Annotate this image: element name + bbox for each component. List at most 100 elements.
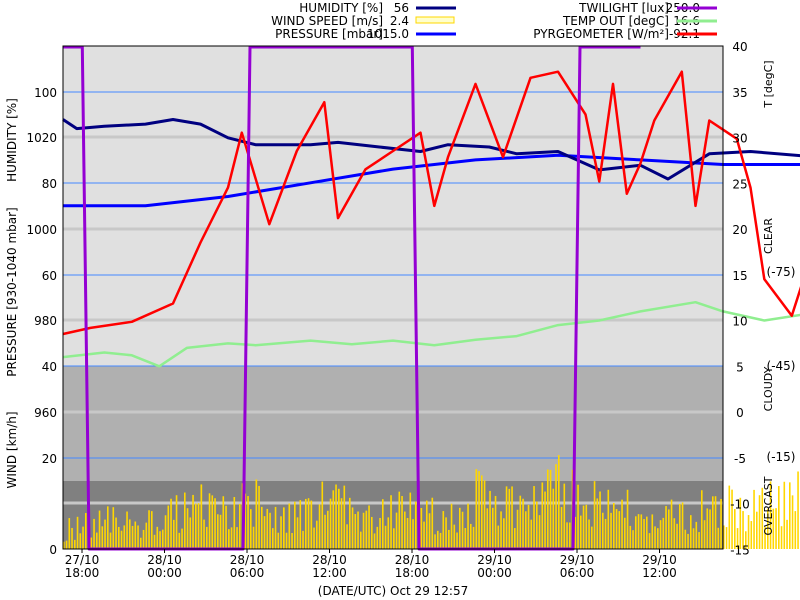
left-axis-label: WIND [km/h] xyxy=(5,411,19,488)
wind-bar xyxy=(703,520,706,549)
wind-bar xyxy=(423,521,425,549)
x-tick-time: 12:00 xyxy=(312,566,347,580)
wind-bar xyxy=(536,501,538,549)
wind-bar xyxy=(497,525,500,549)
wind-bars xyxy=(63,455,799,549)
wind-bar xyxy=(511,486,513,549)
wind-bar xyxy=(404,511,406,549)
wind-bar xyxy=(717,527,720,549)
wind-bar xyxy=(233,497,236,549)
wind-bar xyxy=(552,488,555,549)
wind-bar xyxy=(167,505,170,549)
grid xyxy=(63,45,723,505)
wind-bar xyxy=(549,469,552,549)
wind-bar xyxy=(728,485,731,549)
wind-bar xyxy=(621,499,623,549)
wind-bar xyxy=(456,532,458,549)
legend-name: HUMIDITY [%] xyxy=(299,1,383,15)
sky-label: CLOUDY xyxy=(762,366,775,411)
wind-bar xyxy=(74,539,76,549)
wind-bar xyxy=(214,498,216,549)
wind-bar xyxy=(428,513,431,549)
wind-bar xyxy=(274,506,277,549)
wind-bar xyxy=(684,529,687,549)
wind-bar xyxy=(343,485,346,549)
right-tick-label: 25 xyxy=(732,177,747,191)
wind-bar xyxy=(401,495,403,549)
wind-bar xyxy=(291,533,293,549)
wind-bar xyxy=(670,499,673,549)
wind-bar xyxy=(217,514,219,549)
wind-bar xyxy=(434,534,436,549)
wind-bar xyxy=(236,527,238,549)
wind-bar xyxy=(607,489,610,549)
x-tick-time: 12:00 xyxy=(642,566,677,580)
left-axis-label: HUMIDITY [%] xyxy=(5,98,19,182)
wind-bar xyxy=(349,497,351,549)
wind-bar xyxy=(85,512,87,549)
wind-bar xyxy=(613,502,615,549)
wind-bar xyxy=(134,521,137,549)
x-tick-time: 06:00 xyxy=(230,566,265,580)
wind-bar xyxy=(527,504,530,549)
wind-bar xyxy=(547,469,549,549)
wind-bar xyxy=(681,502,684,549)
wind-bar xyxy=(701,490,703,549)
wind-bar xyxy=(324,514,326,549)
wind-bar xyxy=(98,510,101,549)
wind-bar xyxy=(541,482,544,549)
wind-bar xyxy=(525,511,527,549)
wind-bar xyxy=(756,511,758,549)
wind-bar xyxy=(519,495,522,549)
wind-bar xyxy=(563,483,566,549)
wind-bar xyxy=(406,517,409,549)
wind-bar xyxy=(371,516,373,549)
pyrgeometer-tick-label: (-75) xyxy=(767,265,796,279)
wind-bar xyxy=(643,519,645,549)
wind-bar xyxy=(296,517,299,549)
wind-bar xyxy=(676,523,678,549)
wind-bar xyxy=(714,496,717,549)
wind-bar xyxy=(742,511,744,549)
wind-bar xyxy=(725,527,728,549)
wind-bar xyxy=(437,530,439,549)
wind-bar xyxy=(692,528,695,549)
wind-bar xyxy=(508,488,511,549)
wind-bar xyxy=(302,530,304,549)
wind-bar xyxy=(747,515,750,549)
sky-label: OVERCAST xyxy=(762,476,775,535)
wind-bar xyxy=(706,508,709,549)
wind-bar xyxy=(789,482,791,549)
wind-bar xyxy=(585,504,588,549)
clear-zone xyxy=(63,46,723,366)
wind-bar xyxy=(797,471,799,549)
legend-value: 2.4 xyxy=(390,14,409,28)
wind-bar xyxy=(307,498,310,549)
wind-bar xyxy=(387,517,390,549)
wind-bar xyxy=(481,475,483,549)
wind-bar xyxy=(709,509,711,549)
wind-bar xyxy=(65,540,68,549)
wind-bar xyxy=(720,498,722,549)
wind-bar xyxy=(596,498,599,549)
wind-bar xyxy=(574,516,577,549)
wind-bar xyxy=(739,497,742,549)
wind-bar xyxy=(118,526,120,549)
wind-bar xyxy=(373,533,376,549)
wind-bar xyxy=(384,525,387,549)
wind-bar xyxy=(750,521,753,549)
wind-bar xyxy=(151,511,153,549)
wind-bar xyxy=(195,503,197,549)
x-axis: 27/1018:0028/1000:0028/1006:0028/1012:00… xyxy=(65,549,677,580)
wind-bar xyxy=(775,508,777,549)
left-tick-label: 960 xyxy=(34,406,57,420)
wind-bar xyxy=(261,506,263,549)
wind-bar xyxy=(170,498,172,549)
wind-bar xyxy=(769,481,772,549)
wind-bar xyxy=(602,512,604,549)
wind-bar xyxy=(753,489,755,549)
x-tick-date: 29/10 xyxy=(477,553,512,567)
series-lines xyxy=(62,45,800,551)
wind-bar xyxy=(184,492,186,549)
wind-bar xyxy=(178,532,181,549)
